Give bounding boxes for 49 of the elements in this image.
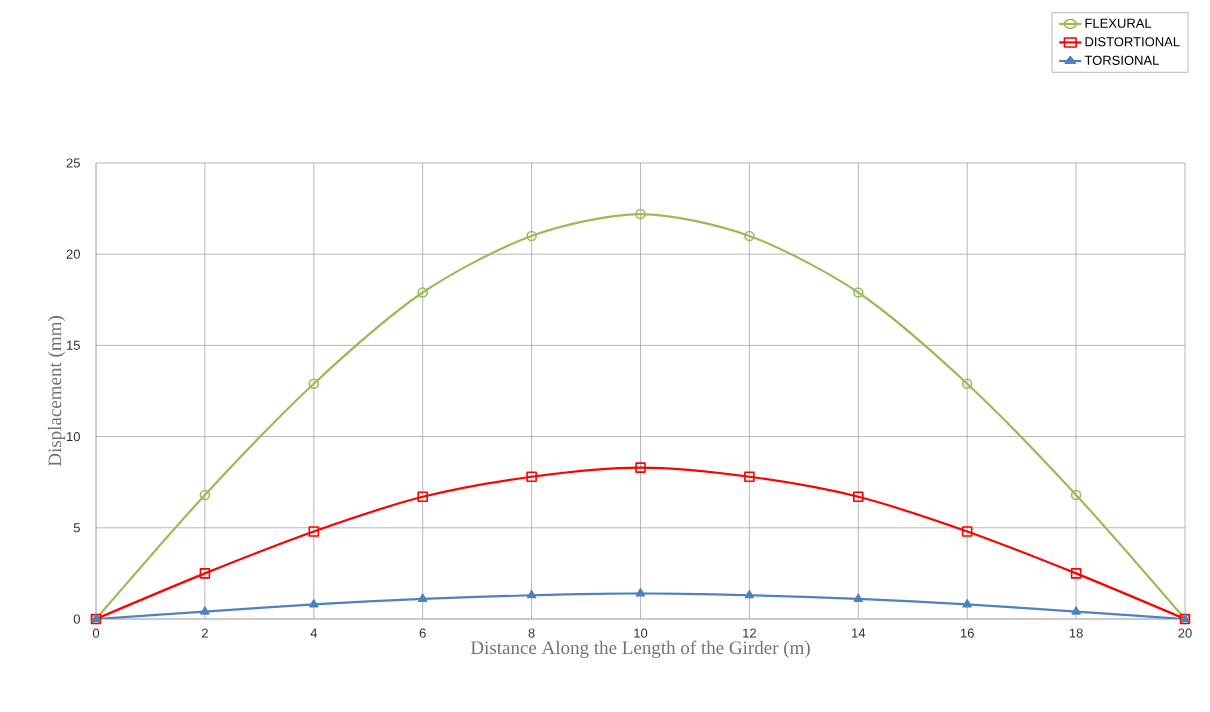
point bbox=[744, 230, 755, 242]
point bbox=[199, 568, 211, 579]
x-tick-label: 20 bbox=[1178, 628, 1192, 638]
point bbox=[526, 589, 537, 599]
point bbox=[526, 471, 537, 483]
point bbox=[1071, 606, 1081, 615]
x-tick-label: 0 bbox=[92, 628, 100, 638]
y-tick-label: 25 bbox=[66, 158, 80, 168]
point bbox=[853, 287, 864, 298]
point bbox=[418, 593, 428, 602]
x-tick-label: 12 bbox=[743, 628, 756, 638]
x-tick-label: 8 bbox=[528, 628, 535, 638]
x-axis-title: Distance Along the Length of the Girder (m) bbox=[470, 640, 810, 659]
point bbox=[635, 588, 646, 597]
y-axis-title: Displacement (mm) bbox=[47, 316, 66, 467]
y-tick-label: 20 bbox=[66, 249, 80, 259]
point bbox=[635, 462, 646, 473]
point bbox=[200, 606, 210, 615]
point bbox=[309, 599, 319, 608]
point bbox=[308, 378, 320, 389]
point bbox=[853, 491, 864, 503]
point bbox=[962, 599, 972, 608]
point bbox=[744, 471, 755, 483]
x-tick-label: 6 bbox=[419, 628, 426, 638]
point bbox=[961, 378, 973, 389]
point bbox=[635, 208, 646, 220]
point bbox=[853, 593, 863, 602]
x-tick-label: 14 bbox=[852, 628, 866, 638]
x-tick-label: 4 bbox=[310, 628, 318, 638]
point bbox=[417, 491, 429, 503]
y-tick-label: 10 bbox=[67, 431, 80, 442]
y-tick-label: 15 bbox=[67, 340, 80, 350]
point bbox=[417, 287, 429, 298]
x-tick-label: 2 bbox=[201, 628, 208, 638]
x-tick-label: 16 bbox=[960, 628, 974, 638]
x-tick-label: 18 bbox=[1069, 628, 1083, 638]
y-tick-label: 5 bbox=[73, 523, 80, 533]
point bbox=[744, 589, 755, 599]
x-tick-label: 10 bbox=[634, 628, 648, 638]
point bbox=[308, 526, 320, 537]
y-tick-label: 0 bbox=[73, 614, 80, 624]
legend-label: DISTORTIONAL bbox=[1085, 37, 1180, 47]
legend-label: TORSIONAL bbox=[1084, 55, 1159, 65]
point bbox=[526, 230, 537, 242]
point bbox=[1070, 489, 1082, 501]
point bbox=[961, 526, 973, 537]
point bbox=[199, 489, 211, 501]
point bbox=[1070, 568, 1082, 579]
legend-label: FLEXURAL bbox=[1085, 18, 1152, 28]
